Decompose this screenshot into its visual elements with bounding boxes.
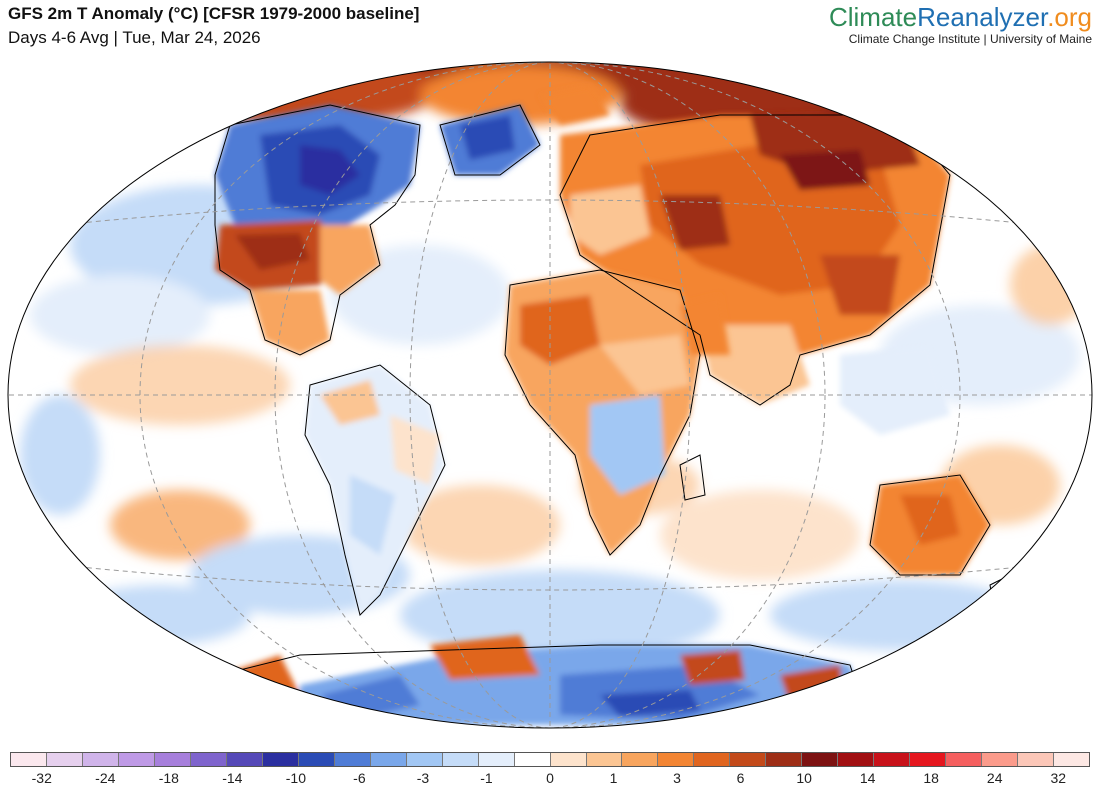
- colorbar-tick-label: 3: [673, 770, 681, 786]
- colorbar-swatch: [622, 753, 659, 766]
- colorbar-swatch: [1018, 753, 1055, 766]
- north-america-field: [215, 85, 610, 355]
- colorbar-tick-label: 24: [986, 770, 1003, 786]
- colorbar-swatch: [550, 753, 587, 766]
- brand-logo-part3: .org: [1047, 2, 1092, 32]
- colorbar-swatch: [226, 753, 263, 766]
- colorbar-tick-label: -10: [285, 770, 306, 786]
- colorbar-swatch: [190, 753, 227, 766]
- colorbar-swatch: [478, 753, 515, 766]
- colorbar-swatch: [370, 753, 407, 766]
- africa-field: [505, 270, 730, 555]
- colorbar-tick-label: -24: [95, 770, 116, 786]
- colorbar-tick-label: 10: [796, 770, 812, 786]
- map-outline: [7, 61, 1093, 729]
- colorbar-tick-label: -3: [416, 770, 430, 786]
- colorbar-swatch: [46, 753, 83, 766]
- colorbar-ticks: -32 -24 -18 -14 -10 -6 -3 -1 0 1 3 6 10 14 18 24 32: [10, 770, 1090, 790]
- colorbar: [10, 752, 1090, 767]
- colorbar-swatch: [910, 753, 947, 766]
- colorbar-swatch: [118, 753, 155, 766]
- colorbar-swatch: [802, 753, 839, 766]
- colorbar-swatch: [154, 753, 191, 766]
- colorbar-swatch: [1054, 753, 1090, 766]
- graticule: [8, 62, 1092, 728]
- colorbar-swatch: [874, 753, 911, 766]
- page-subtitle: Days 4-6 Avg | Tue, Mar 24, 2026: [8, 28, 261, 47]
- colorbar-tick-label: -14: [222, 770, 243, 786]
- colorbar-tick-label: 1: [609, 770, 618, 786]
- colorbar-swatch: [982, 753, 1019, 766]
- colorbar-swatch: [11, 753, 47, 766]
- brand-logo-part1: Climate: [828, 2, 918, 32]
- colorbar-swatch: [586, 753, 623, 766]
- anomaly-map: [7, 61, 1093, 729]
- colorbar-swatch: [514, 753, 551, 766]
- colorbar-tick-label: 6: [736, 770, 745, 786]
- colorbar-tick-label: -1: [480, 770, 493, 786]
- colorbar-swatch: [82, 753, 119, 766]
- brand-subtitle: Climate Change Institute | University of…: [848, 32, 1092, 46]
- colorbar-swatch: [658, 753, 695, 766]
- colorbar-swatch: [442, 753, 479, 766]
- page-title: GFS 2m T Anomaly (°C) [CFSR 1979-2000 ba…: [8, 4, 420, 23]
- colorbar-swatch: [946, 753, 983, 766]
- map-field: [8, 62, 1092, 728]
- south-america-field: [305, 365, 445, 615]
- colorbar-tick-label: -18: [158, 770, 179, 786]
- colorbar-tick-label: 18: [923, 770, 939, 786]
- coastlines: [214, 104, 1016, 696]
- colorbar-swatch: [298, 753, 335, 766]
- colorbar-tick-label: 14: [859, 770, 876, 786]
- colorbar-swatch: [766, 753, 803, 766]
- colorbar-tick-label: 32: [1050, 770, 1067, 786]
- colorbar-swatch: [838, 753, 875, 766]
- colorbar-swatch: [730, 753, 767, 766]
- colorbar-swatch: [334, 753, 371, 766]
- colorbar-tick-label: -32: [31, 770, 52, 786]
- brand-logo[interactable]: ClimateReanalyzer.org: [829, 2, 1092, 33]
- colorbar-tick-label: 0: [546, 770, 554, 786]
- brand-logo-part2: Reanalyzer: [917, 2, 1048, 32]
- colorbar-swatch: [262, 753, 299, 766]
- colorbar-swatch: [406, 753, 443, 766]
- colorbar-tick-label: -6: [353, 770, 366, 786]
- colorbar-swatch: [694, 753, 731, 766]
